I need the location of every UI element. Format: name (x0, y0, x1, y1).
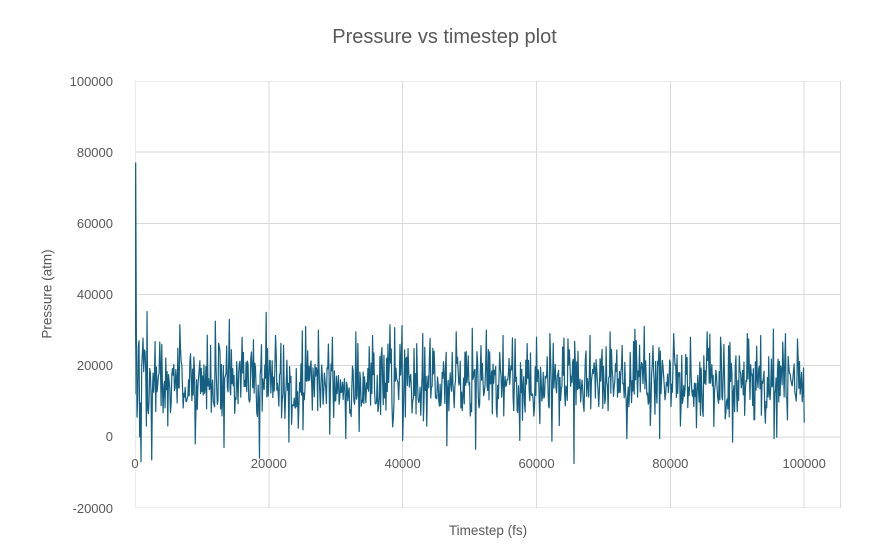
y-tick-label[interactable]: 40000 (76, 287, 113, 302)
plot-area[interactable] (135, 81, 841, 508)
y-tick-label[interactable]: 0 (105, 429, 113, 445)
x-tick-label[interactable]: 40000 (384, 456, 421, 471)
y-tick-label[interactable]: 60000 (76, 215, 113, 231)
x-tick-label[interactable]: 20000 (250, 456, 287, 471)
y-tick-label[interactable]: 20000 (76, 358, 113, 374)
x-axis-title[interactable]: Timestep (fs) (448, 523, 528, 538)
x-tick-label[interactable]: 60000 (518, 456, 555, 471)
y-tick-label[interactable]: -20000 (72, 500, 113, 516)
plot-svg (135, 81, 841, 508)
x-tick-label[interactable]: 80000 (652, 456, 689, 471)
y-tick-label[interactable]: 100000 (69, 73, 113, 89)
chart-title[interactable]: Pressure vs timestep plot (332, 26, 557, 48)
y-tick-label[interactable]: 80000 (76, 144, 113, 160)
x-tick-label[interactable]: 0 (131, 456, 139, 471)
pressure-series-line[interactable] (135, 162, 805, 465)
gridlines (135, 81, 841, 508)
x-tick-label[interactable]: 100000 (782, 456, 826, 471)
